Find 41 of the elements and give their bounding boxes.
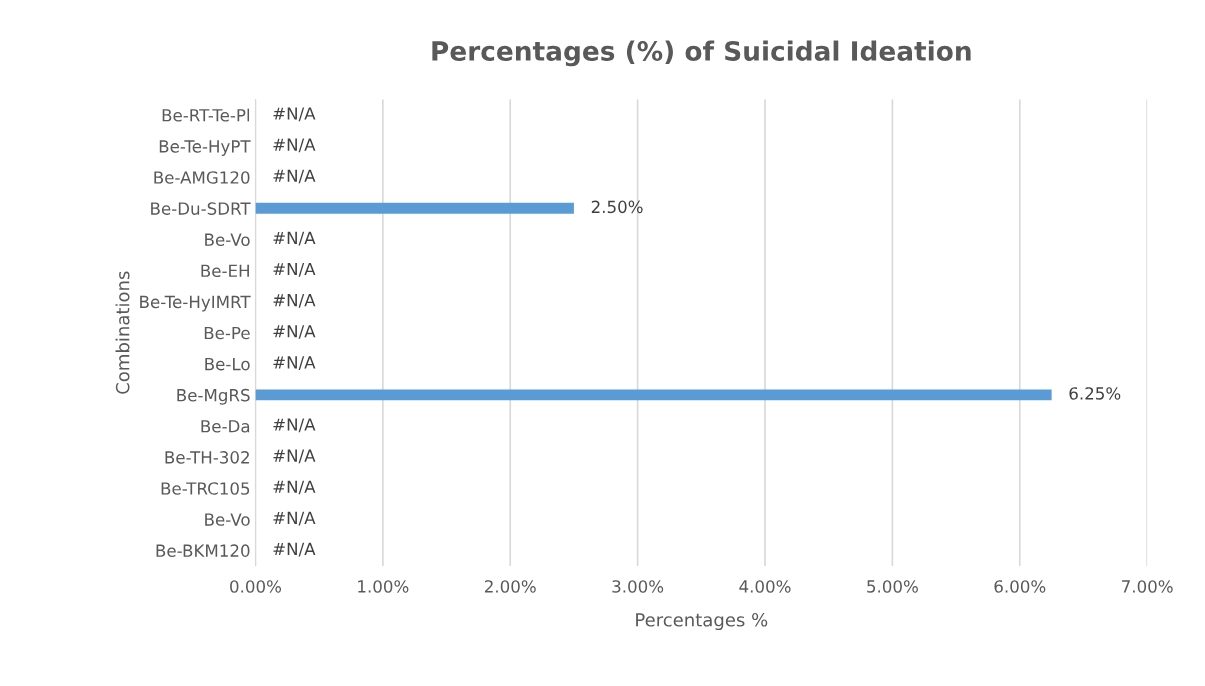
x-tick-label: 2.00% bbox=[484, 580, 536, 593]
x-tick-label: 7.00% bbox=[1122, 580, 1173, 593]
text: #N/A bbox=[273, 511, 316, 526]
x-tick-label: 4.00% bbox=[739, 580, 791, 593]
text: #N/A bbox=[273, 480, 316, 495]
text: #N/A bbox=[273, 542, 316, 557]
y-tick-label: Be-MgRS bbox=[177, 388, 250, 405]
text: #N/A bbox=[273, 169, 316, 184]
chart-title: Percentages (%) of Suicidal Ideation bbox=[432, 40, 971, 67]
text: #N/A bbox=[273, 138, 316, 153]
y-tick-label: Be-Pe bbox=[204, 326, 250, 340]
y-axis-title: Combinations bbox=[115, 271, 130, 394]
x-tick-label: 3.00% bbox=[612, 580, 664, 593]
data-label: 2.50% bbox=[591, 200, 643, 214]
y-tick-label: Be-Te-HyIMRT bbox=[140, 295, 251, 312]
y-tick-label: Be-Du-SDRT bbox=[151, 202, 251, 215]
text: #N/A bbox=[273, 418, 316, 433]
y-tick-label: Be-Vo bbox=[205, 233, 250, 246]
y-tick-label: Be-TRC105 bbox=[161, 482, 250, 495]
y-tick-label: Be-TH-302 bbox=[165, 451, 249, 464]
x-tick-label: 6.00% bbox=[994, 580, 1046, 593]
y-tick-label: Be-Te-HyPT bbox=[159, 140, 251, 156]
text: #N/A bbox=[273, 325, 316, 339]
x-tick-label: 0.00% bbox=[230, 580, 282, 593]
x-tick-label: 1.00% bbox=[358, 580, 409, 593]
text: #N/A bbox=[273, 449, 316, 464]
y-tick-label: Be-EH bbox=[201, 264, 249, 278]
x-axis-title: Percentages % bbox=[636, 612, 768, 631]
data-label: 6.25% bbox=[1069, 387, 1121, 400]
text: #N/A bbox=[273, 262, 316, 277]
text: #N/A bbox=[273, 107, 316, 122]
y-tick-label: Be-Da bbox=[201, 420, 250, 433]
text: #N/A bbox=[273, 356, 316, 370]
y-tick-label: Be-RT-Te-Pl bbox=[162, 108, 250, 122]
x-tick-label: 5.00% bbox=[867, 580, 918, 593]
y-tick-label: Be-Lo bbox=[205, 357, 250, 371]
y-tick-label: Be-AMG120 bbox=[154, 171, 250, 184]
text: #N/A bbox=[273, 294, 316, 308]
y-tick-label: Be-BKM120 bbox=[156, 544, 250, 557]
text: #N/A bbox=[273, 231, 316, 246]
y-tick-label: Be-Vo bbox=[205, 513, 250, 526]
